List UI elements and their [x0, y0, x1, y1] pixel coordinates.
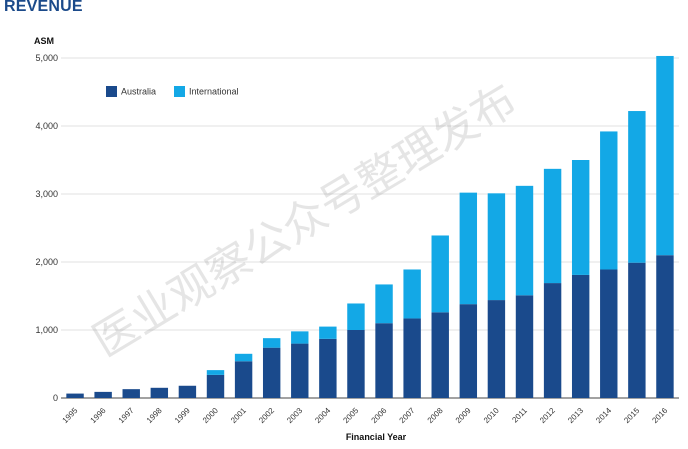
legend: Australia International [106, 86, 239, 97]
bar-australia [628, 262, 646, 398]
x-tick-label: 2014 [594, 406, 613, 425]
bar-australia [66, 393, 84, 398]
y-axis-label: ASM [34, 36, 54, 46]
x-tick-label: 2005 [341, 406, 360, 425]
bar-australia [375, 323, 393, 398]
y-tick-label: 5,000 [35, 53, 58, 63]
bar-australia [94, 391, 112, 398]
bar-international [347, 303, 365, 330]
x-tick-label: 2004 [313, 406, 332, 425]
x-tick-label: 2015 [622, 406, 641, 425]
legend-label-australia: Australia [121, 87, 156, 97]
bar-australia [403, 318, 421, 398]
watermark: 医业观察公众号整理发布 [84, 74, 525, 367]
x-tick-label: 2007 [398, 406, 417, 425]
bar-international [403, 269, 421, 319]
bar-international [543, 168, 562, 284]
bar-international [487, 193, 506, 301]
bar-australia [234, 361, 253, 398]
bar-australia [459, 304, 478, 398]
y-tick-labels: 0 1,000 2,000 3,000 4,000 5,000 [35, 53, 58, 403]
x-tick-label: 2012 [538, 406, 557, 425]
bar-australia [600, 269, 618, 398]
x-tick-label: 2008 [426, 406, 445, 425]
x-tick-label: 1997 [117, 406, 136, 425]
legend-swatch-international [174, 86, 185, 97]
bar-australia [543, 283, 562, 398]
bar-australia [656, 255, 674, 398]
bar-international [206, 370, 225, 375]
bar-international [319, 326, 337, 339]
x-tick-label: 2011 [510, 406, 529, 425]
legend-swatch-australia [106, 86, 117, 97]
bar-international [656, 55, 674, 256]
bar-international [459, 192, 478, 305]
x-tick-label: 2002 [257, 406, 276, 425]
bar-australia [262, 347, 281, 398]
bar-international [628, 111, 646, 263]
bar-australia [150, 387, 169, 398]
bar-international [291, 331, 309, 344]
bar-international [234, 353, 253, 362]
bar-australia [122, 389, 140, 398]
x-tick-label: 2006 [370, 406, 389, 425]
y-tick-label: 3,000 [35, 189, 58, 199]
bar-australia [515, 295, 534, 398]
bar-international [600, 131, 618, 270]
x-axis-label: Financial Year [346, 432, 407, 442]
bar-australia [319, 338, 337, 398]
bar-international [515, 185, 534, 296]
bar-australia [178, 385, 197, 398]
x-tick-labels: 1995 1996 1997 1998 1999 2000 2001 2002 2003 2004… [61, 406, 670, 425]
y-tick-label: 1,000 [35, 325, 58, 335]
bar-international [571, 160, 590, 275]
x-tick-label: 2003 [285, 406, 304, 425]
legend-label-international: International [189, 87, 239, 97]
bar-australia [291, 343, 309, 398]
x-tick-label: 1995 [61, 406, 80, 425]
x-tick-label: 1999 [173, 406, 192, 425]
x-tick-label: 2009 [454, 406, 473, 425]
bars [66, 55, 674, 398]
bar-international [262, 338, 281, 348]
bar-australia [431, 312, 449, 398]
bar-australia [206, 374, 225, 398]
x-tick-label: 1998 [145, 406, 164, 425]
x-tick-label: 2016 [650, 406, 669, 425]
bar-australia [571, 274, 590, 398]
y-tick-label: 4,000 [35, 121, 58, 131]
x-tick-label: 1996 [89, 406, 108, 425]
bar-international [375, 284, 393, 324]
x-tick-label: 2010 [482, 406, 501, 425]
bar-international [431, 235, 449, 313]
bar-australia [487, 300, 506, 398]
page-title: REVENUE [4, 0, 83, 15]
y-tick-label: 0 [53, 393, 58, 403]
y-tick-label: 2,000 [35, 257, 58, 267]
x-tick-label: 2013 [566, 406, 585, 425]
x-tick-label: 2000 [201, 406, 220, 425]
bar-australia [347, 330, 365, 398]
x-tick-label: 2001 [229, 406, 248, 425]
